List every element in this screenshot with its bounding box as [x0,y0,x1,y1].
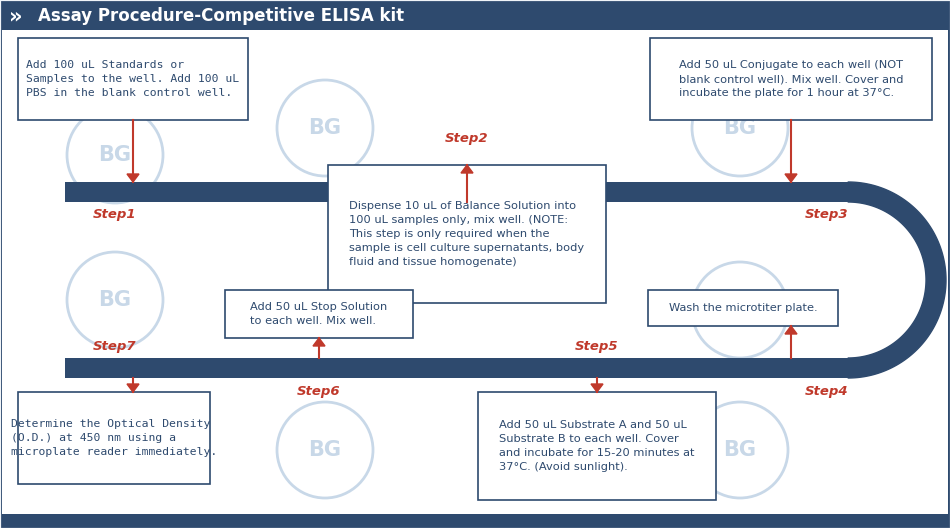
Text: BG: BG [724,118,756,138]
Text: BG: BG [99,290,131,310]
Text: »: » [10,6,23,26]
Text: Step7: Step7 [93,340,137,353]
Text: BG: BG [724,300,756,320]
Bar [478,392,716,500]
Text: BG: BG [309,118,341,138]
Polygon shape [785,174,797,182]
Bar [2,2,948,30]
Polygon shape [848,182,946,378]
Text: Assay Procedure-Competitive ELISA kit: Assay Procedure-Competitive ELISA kit [38,7,404,25]
Polygon shape [591,384,603,392]
Text: Add 50 uL Stop Solution
to each well. Mix well.: Add 50 uL Stop Solution to each well. Mi… [251,302,388,326]
Bar [648,290,838,326]
Bar [65,182,848,202]
Text: BG: BG [724,440,756,460]
Text: Determine the Optical Density
(O.D.) at 450 nm using a
microplate reader immedia: Determine the Optical Density (O.D.) at … [10,419,218,457]
Text: Step6: Step6 [297,385,341,398]
Text: Step1: Step1 [93,208,137,221]
Bar [328,165,606,303]
Text: BG: BG [99,145,131,165]
Text: BG: BG [508,240,542,260]
Text: Add 50 uL Substrate A and 50 uL
Substrate B to each well. Cover
and incubate for: Add 50 uL Substrate A and 50 uL Substrat… [500,420,694,472]
Polygon shape [127,384,139,392]
Bar [18,38,248,120]
Polygon shape [127,174,139,182]
Text: Step5: Step5 [575,340,618,353]
Polygon shape [461,165,473,173]
Text: BG: BG [309,440,341,460]
Polygon shape [785,326,797,334]
Polygon shape [480,2,508,30]
Bar [18,392,210,484]
Bar [2,514,948,526]
Text: Step4: Step4 [805,385,848,398]
Text: Step3: Step3 [805,208,848,221]
Bar [650,38,932,120]
Text: Add 50 uL Conjugate to each well (NOT
blank control well). Mix well. Cover and
i: Add 50 uL Conjugate to each well (NOT bl… [678,60,903,98]
Bar [225,290,413,338]
Bar [65,358,848,378]
Text: Step2: Step2 [446,132,489,145]
Text: Wash the microtiter plate.: Wash the microtiter plate. [669,303,817,313]
Text: Add 100 uL Standards or
Samples to the well. Add 100 uL
PBS in the blank control: Add 100 uL Standards or Samples to the w… [27,60,239,98]
Polygon shape [313,338,325,346]
Text: Dispense 10 uL of Balance Solution into
100 uL samples only, mix well. (NOTE:
Th: Dispense 10 uL of Balance Solution into … [350,201,584,267]
